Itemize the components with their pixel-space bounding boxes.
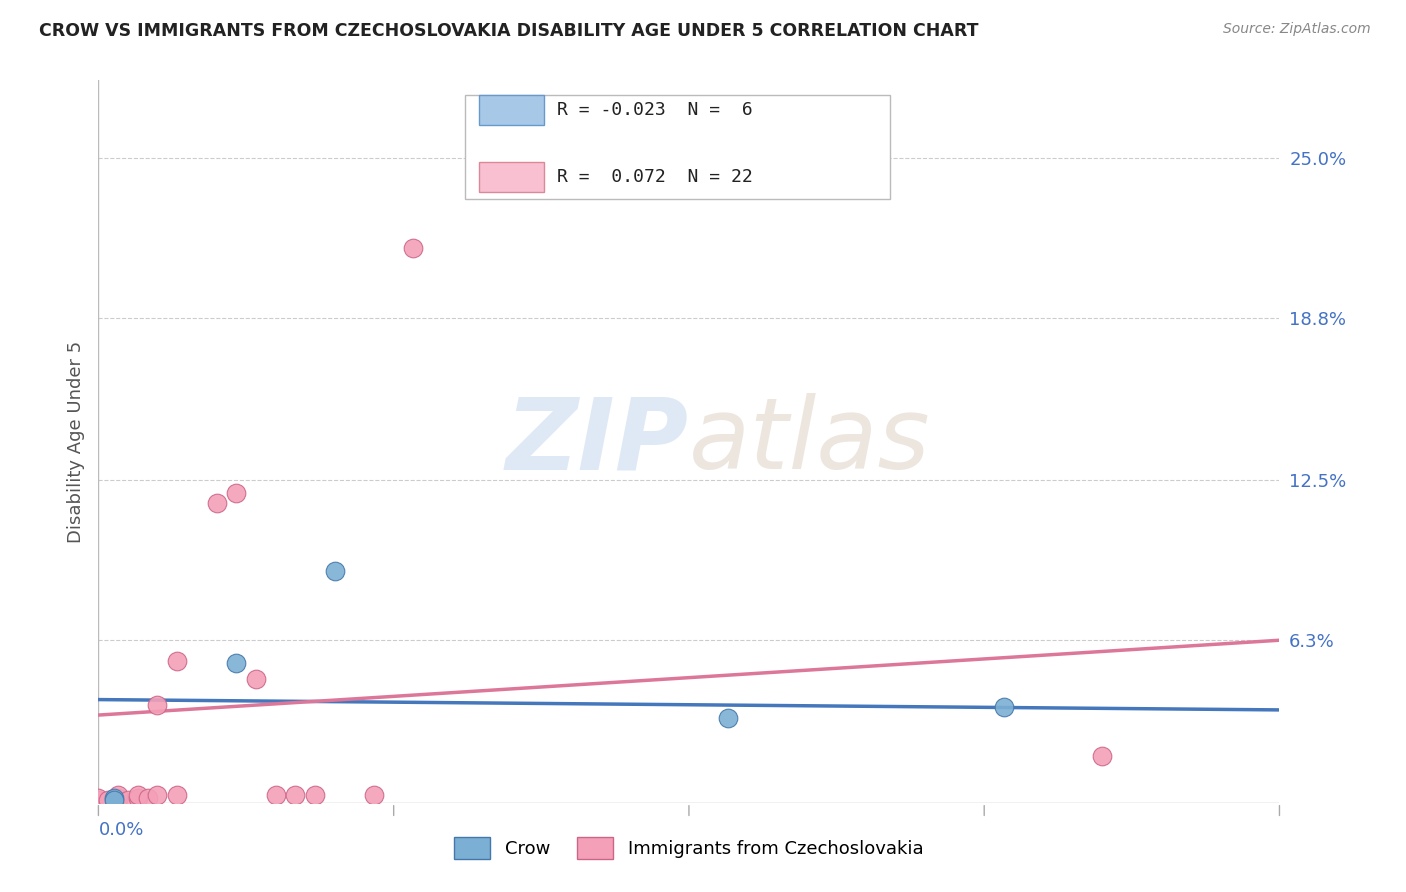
- Point: [107, 793, 129, 807]
- Point: [717, 711, 740, 725]
- Text: Source: ZipAtlas.com: Source: ZipAtlas.com: [1223, 22, 1371, 37]
- Point: [136, 790, 159, 805]
- Point: [107, 790, 129, 805]
- Point: [284, 788, 307, 802]
- Point: [205, 496, 228, 510]
- Point: [117, 793, 139, 807]
- Point: [993, 700, 1015, 714]
- Point: [225, 657, 247, 671]
- Point: [1091, 749, 1114, 764]
- Point: [166, 788, 188, 802]
- Point: [87, 793, 110, 807]
- Point: [127, 788, 149, 802]
- Point: [402, 241, 425, 255]
- Legend: Crow, Immigrants from Czechoslovakia: Crow, Immigrants from Czechoslovakia: [447, 830, 931, 866]
- Point: [107, 788, 129, 802]
- FancyBboxPatch shape: [478, 162, 544, 193]
- Point: [97, 793, 120, 807]
- Text: 0.0%: 0.0%: [98, 821, 143, 838]
- Y-axis label: Disability Age Under 5: Disability Age Under 5: [66, 341, 84, 542]
- Point: [363, 788, 385, 802]
- Text: R =  0.072  N = 22: R = 0.072 N = 22: [557, 168, 752, 186]
- Point: [103, 793, 125, 807]
- Point: [225, 486, 247, 500]
- Point: [166, 654, 188, 668]
- Point: [245, 672, 267, 686]
- Point: [323, 564, 346, 578]
- Text: CROW VS IMMIGRANTS FROM CZECHOSLOVAKIA DISABILITY AGE UNDER 5 CORRELATION CHART: CROW VS IMMIGRANTS FROM CZECHOSLOVAKIA D…: [39, 22, 979, 40]
- Point: [304, 788, 326, 802]
- FancyBboxPatch shape: [464, 95, 890, 200]
- Text: atlas: atlas: [689, 393, 931, 490]
- Point: [146, 788, 169, 802]
- Text: ZIP: ZIP: [506, 393, 689, 490]
- Point: [127, 790, 149, 805]
- Point: [103, 790, 125, 805]
- Text: R = -0.023  N =  6: R = -0.023 N = 6: [557, 101, 752, 119]
- Point: [87, 790, 110, 805]
- FancyBboxPatch shape: [478, 95, 544, 125]
- Point: [264, 788, 287, 802]
- Point: [146, 698, 169, 712]
